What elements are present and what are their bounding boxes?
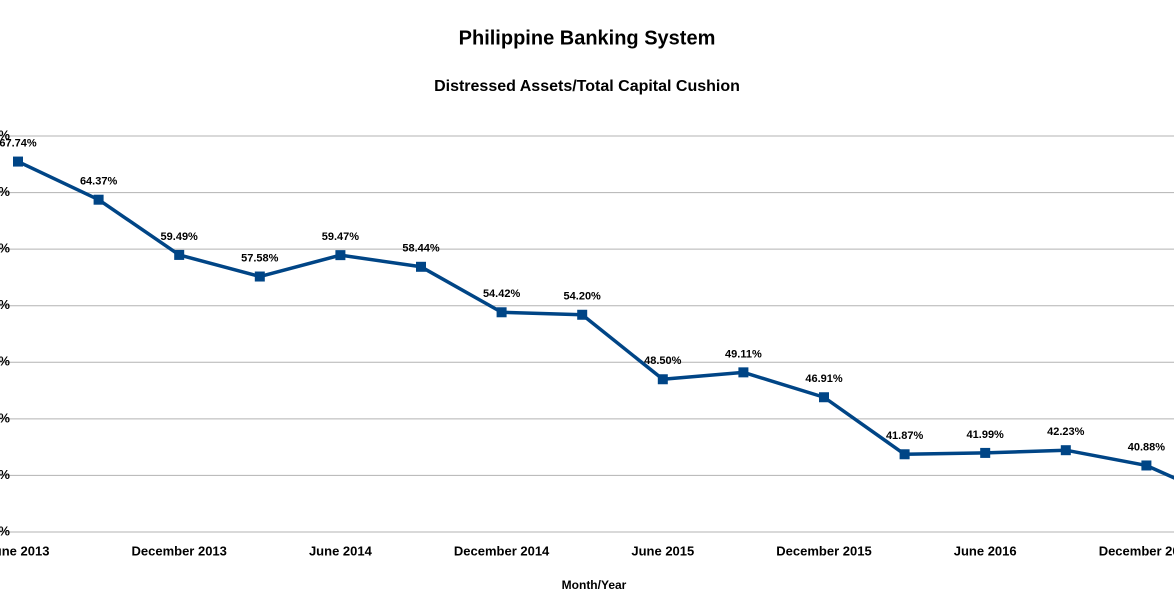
- chart-subtitle: Distressed Assets/Total Capital Cushion: [434, 78, 740, 95]
- x-tick-label: June 2014: [309, 543, 373, 558]
- x-tick-label: June 2016: [954, 543, 1017, 558]
- marker: [1141, 460, 1152, 471]
- x-axis-title: Month/Year: [562, 578, 627, 592]
- data-label: 41.87%: [886, 430, 924, 442]
- y-tick-label: 55%: [0, 297, 10, 312]
- marker: [738, 367, 749, 378]
- data-label: 54.42%: [483, 288, 521, 300]
- marker: [13, 156, 23, 167]
- marker: [416, 261, 426, 272]
- x-tick-label: December 2016: [1099, 543, 1174, 558]
- data-label: 67.74%: [0, 137, 37, 149]
- marker: [174, 249, 185, 260]
- series-line: [17, 159, 1174, 480]
- marker: [93, 194, 104, 205]
- marker: [819, 392, 829, 403]
- data-label: 49.11%: [725, 348, 762, 360]
- y-tick-label: 50%: [0, 354, 10, 369]
- marker: [980, 447, 991, 458]
- y-tick-label: 40%: [0, 467, 10, 482]
- data-label: 41.99%: [967, 429, 1005, 441]
- y-tick-label: 60%: [0, 241, 10, 256]
- data-label: 64.37%: [80, 176, 118, 188]
- marker: [335, 250, 346, 261]
- marker: [577, 309, 588, 320]
- data-label: 54.20%: [564, 291, 602, 303]
- x-tick-label: June 2013: [0, 543, 49, 558]
- marker: [254, 271, 265, 282]
- data-label: 58.44%: [402, 243, 440, 255]
- marker: [496, 307, 507, 318]
- x-tick-label: December 2015: [776, 543, 871, 558]
- marker: [1060, 445, 1071, 456]
- x-tick-label: December 2013: [131, 543, 226, 558]
- data-label: 57.58%: [241, 252, 279, 264]
- data-label: 59.49%: [161, 231, 199, 243]
- data-label: 40.88%: [1128, 441, 1166, 453]
- y-tick-label: 65%: [0, 184, 10, 199]
- marker: [657, 374, 668, 385]
- marker: [899, 449, 910, 460]
- y-tick-label: 70%: [0, 127, 10, 142]
- chart-title: Philippine Banking System: [459, 27, 716, 49]
- y-tick-label: 35%: [0, 523, 10, 538]
- data-label: 59.47%: [322, 231, 360, 243]
- data-label: 48.50%: [644, 355, 682, 367]
- y-tick-label: 45%: [0, 410, 10, 425]
- x-tick-label: June 2015: [631, 543, 694, 558]
- data-label: 46.91%: [805, 373, 843, 385]
- x-tick-label: December 2014: [454, 543, 550, 558]
- data-label: 42.23%: [1047, 426, 1085, 438]
